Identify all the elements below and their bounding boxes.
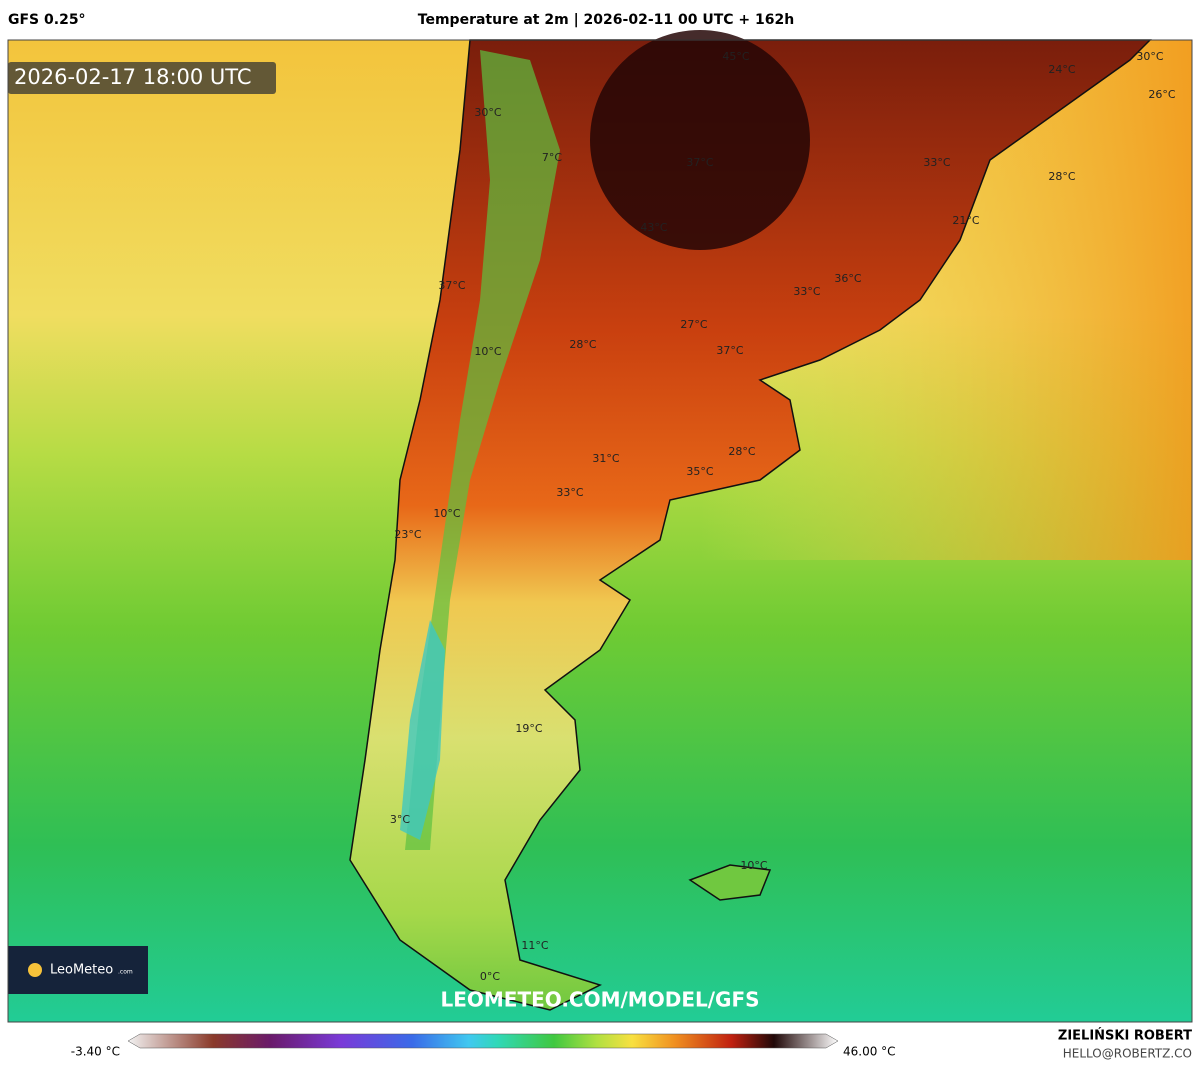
logo-sun [28,963,42,977]
map [8,30,1192,1022]
temp-label: 30°C [1136,50,1163,63]
temp-label: 35°C [686,465,713,478]
temp-label: 36°C [834,272,861,285]
temp-label: 10°C [740,859,767,872]
min-label: -3.40 °C [71,1045,120,1059]
temp-label: 0°C [480,970,500,983]
temp-label: 10°C [474,345,501,358]
temp-label: 30°C [474,106,501,119]
temp-label: 31°C [592,452,619,465]
temp-label: 3°C [390,813,410,826]
temp-label: 37°C [686,156,713,169]
temp-label: 33°C [923,156,950,169]
logo-suffix: .com [118,969,133,976]
temp-label: 24°C [1048,63,1075,76]
temp-label: 45°C [722,50,749,63]
temp-label: 19°C [515,722,542,735]
temp-label: 7°C [542,151,562,164]
watermark: LEOMETEO.COM/MODEL/GFS [440,988,759,1012]
time-box [8,62,276,94]
cold-andes [400,620,445,840]
temp-label: 10°C [433,507,460,520]
temp-label: 11°C [521,939,548,952]
temp-label: 33°C [793,285,820,298]
temp-label: 23°C [394,528,421,541]
temp-label: 28°C [728,445,755,458]
temp-label: 28°C [1048,170,1075,183]
max-label: 46.00 °C [843,1045,896,1059]
author: ZIELIŃSKI ROBERT [1058,1028,1192,1044]
map-labels: 45°C 30°C 24°C 26°C 30°C 7°C 37°C 33°C 28°C 43°C 2… [390,50,1176,983]
land [349,39,1152,1011]
colorbar-ramp [127,1033,839,1049]
temp-label: 43°C [640,221,667,234]
temp-label: 28°C [569,338,596,351]
map-title: Temperature at 2m | 2026-02-11 00 UTC + … [418,12,794,28]
temp-label: 26°C [1148,88,1175,101]
model-name: GFS 0.25° [8,12,86,28]
temp-label: 37°C [716,344,743,357]
islands [688,864,772,901]
map-frame [7,39,1193,1023]
colorbar: -3.40 °C 46.00 °C [71,1033,896,1059]
temp-label: 21°C [952,214,979,227]
temp-label: 37°C [438,279,465,292]
valid-time: 2026-02-17 18:00 UTC [14,65,252,89]
temp-label: 33°C [556,486,583,499]
temp-label: 27°C [680,318,707,331]
hot-core [590,30,810,250]
logo-name: LeoMeteo [50,963,113,978]
email: HELLO@ROBERTZ.CO [1063,1047,1192,1061]
